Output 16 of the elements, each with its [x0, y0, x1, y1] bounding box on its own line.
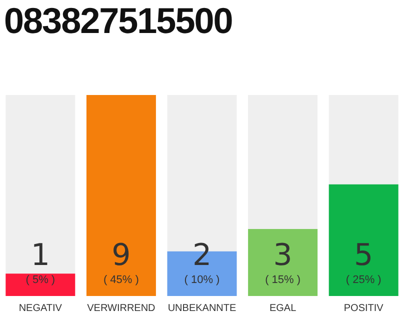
annotation: ( 45% ): [103, 274, 139, 286]
data-label: 9: [112, 238, 131, 273]
x-tick-label: VERWIRREND: [87, 302, 156, 314]
x-tick-label: UNBEKANNTE: [168, 302, 236, 314]
data-label: 1: [30, 238, 50, 273]
annotation: ( 10% ): [184, 274, 220, 286]
data-label: 5: [354, 238, 374, 273]
chart-title: 083827515500: [4, 0, 232, 42]
x-tick-label: POSITIV: [344, 302, 384, 314]
annotation: ( 25% ): [346, 274, 382, 286]
bar: [6, 274, 76, 296]
annotation: ( 15% ): [265, 274, 301, 286]
annotation: ( 5% ): [26, 274, 56, 286]
data-label: 3: [273, 238, 292, 273]
x-tick-label: EGAL: [269, 302, 297, 314]
x-tick-label: NEGATIV: [18, 302, 62, 314]
